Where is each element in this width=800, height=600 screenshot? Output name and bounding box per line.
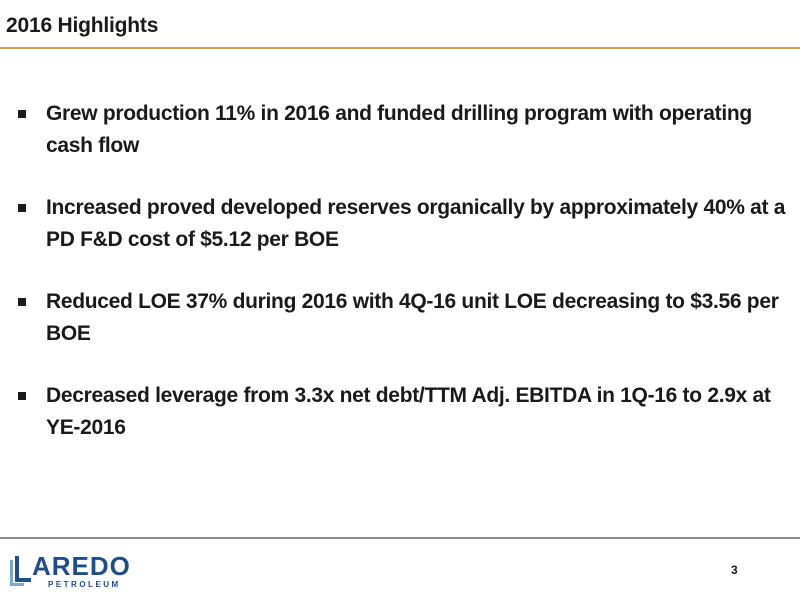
- list-item: Reduced LOE 37% during 2016 with 4Q-16 u…: [18, 286, 788, 350]
- bullet-text: Increased proved developed reserves orga…: [46, 196, 786, 251]
- list-item: Grew production 11% in 2016 and funded d…: [18, 98, 788, 162]
- square-bullet-icon: [18, 392, 26, 400]
- footer-divider: [0, 537, 800, 539]
- title-divider: [0, 47, 800, 49]
- logo-wordmark: AREDO: [32, 551, 131, 581]
- highlights-list: Grew production 11% in 2016 and funded d…: [18, 98, 788, 474]
- bullet-text: Grew production 11% in 2016 and funded d…: [46, 102, 752, 157]
- slide-title: 2016 Highlights: [6, 14, 159, 37]
- laredo-logo: AREDO PETROLEUM: [8, 552, 158, 592]
- square-bullet-icon: [18, 204, 26, 212]
- square-bullet-icon: [18, 298, 26, 306]
- bullet-text: Reduced LOE 37% during 2016 with 4Q-16 u…: [46, 290, 779, 345]
- page-number: 3: [731, 563, 738, 577]
- laredo-l-mark-icon: [10, 556, 31, 586]
- list-item: Decreased leverage from 3.3x net debt/TT…: [18, 380, 788, 444]
- bullet-text: Decreased leverage from 3.3x net debt/TT…: [46, 384, 771, 439]
- square-bullet-icon: [18, 110, 26, 118]
- logo-subtext: PETROLEUM: [48, 580, 121, 589]
- list-item: Increased proved developed reserves orga…: [18, 192, 788, 256]
